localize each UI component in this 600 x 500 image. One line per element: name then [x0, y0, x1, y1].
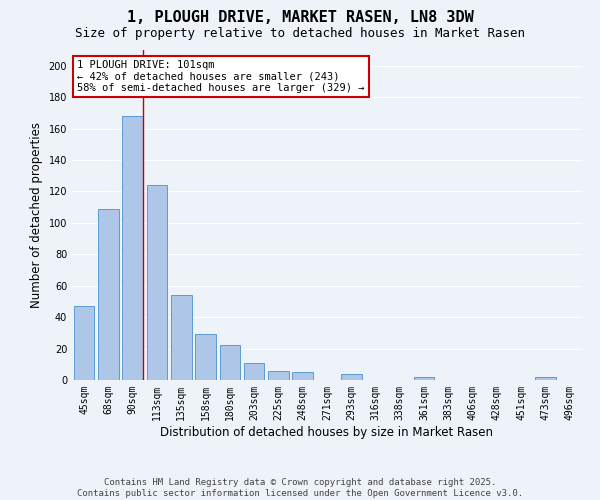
Text: Size of property relative to detached houses in Market Rasen: Size of property relative to detached ho…	[75, 28, 525, 40]
Bar	[74, 306, 94, 380]
Y-axis label: Number of detached properties: Number of detached properties	[30, 122, 43, 308]
Bar	[535, 377, 556, 380]
Bar	[122, 116, 143, 380]
Bar	[195, 334, 216, 380]
Bar	[171, 295, 191, 380]
X-axis label: Distribution of detached houses by size in Market Rasen: Distribution of detached houses by size …	[161, 426, 493, 438]
Bar	[146, 185, 167, 380]
Bar	[414, 377, 434, 380]
Bar	[341, 374, 362, 380]
Bar	[268, 370, 289, 380]
Text: Contains HM Land Registry data © Crown copyright and database right 2025.
Contai: Contains HM Land Registry data © Crown c…	[77, 478, 523, 498]
Bar	[220, 346, 240, 380]
Text: 1, PLOUGH DRIVE, MARKET RASEN, LN8 3DW: 1, PLOUGH DRIVE, MARKET RASEN, LN8 3DW	[127, 10, 473, 25]
Bar	[244, 362, 265, 380]
Bar	[98, 208, 119, 380]
Text: 1 PLOUGH DRIVE: 101sqm
← 42% of detached houses are smaller (243)
58% of semi-de: 1 PLOUGH DRIVE: 101sqm ← 42% of detached…	[77, 60, 365, 93]
Bar	[292, 372, 313, 380]
